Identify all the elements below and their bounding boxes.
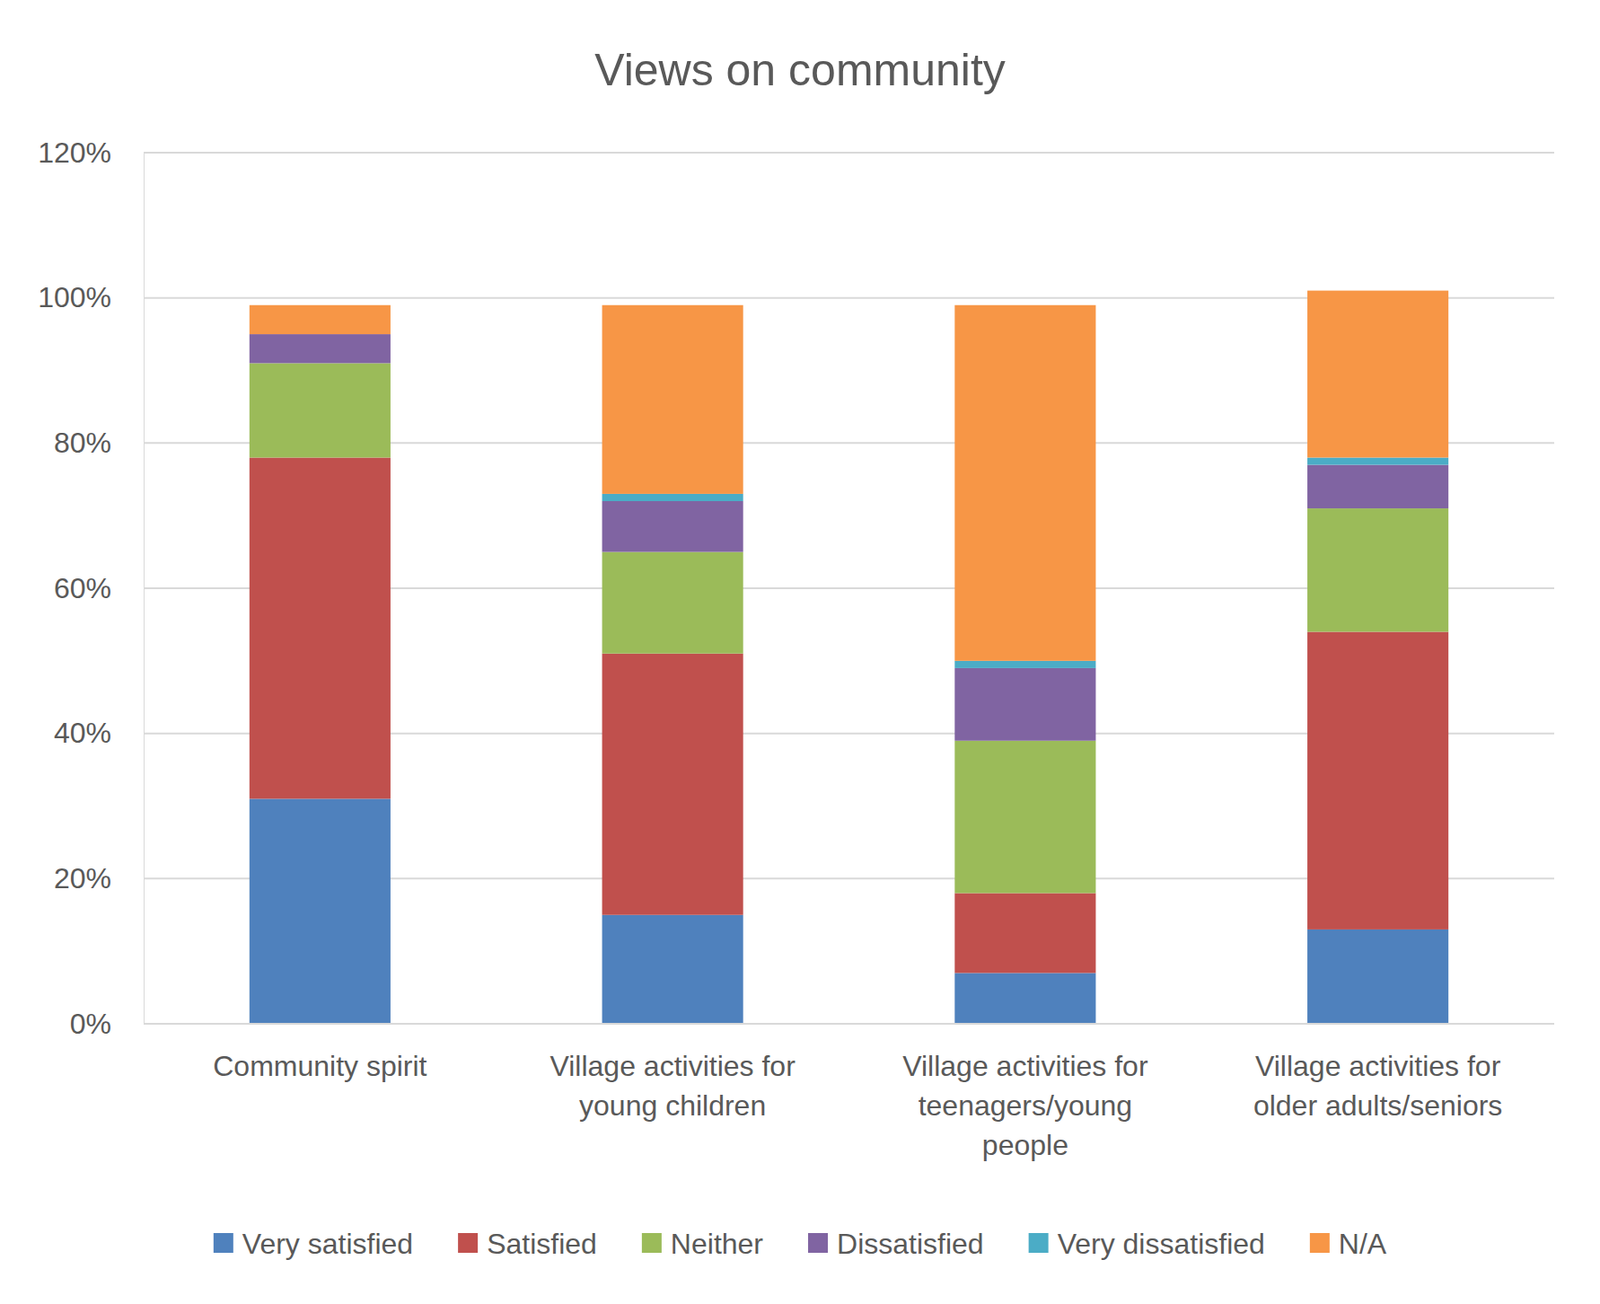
y-tick-label: 40% — [53, 716, 112, 749]
y-tick: 60% — [53, 571, 144, 605]
label-line: Village activities for — [1255, 1049, 1502, 1082]
bar-segment — [954, 305, 1096, 661]
y-tick-label: 100% — [37, 281, 112, 314]
legend-swatch — [1309, 1232, 1330, 1253]
bar-segment — [602, 493, 744, 502]
legend-item: Dissatisfied — [808, 1227, 985, 1260]
bar-segment — [249, 334, 391, 363]
x-tick-label: Village activities for older adults/senio… — [1253, 1049, 1503, 1122]
y-tick-label: 80% — [53, 426, 112, 459]
grid-line — [143, 1022, 1555, 1025]
label-line: older adults/seniors — [1253, 1089, 1503, 1122]
y-tick-label: 0% — [70, 1007, 112, 1040]
legend-swatch — [641, 1232, 662, 1253]
x-tick-label: Village activities for young children — [549, 1049, 796, 1122]
y-tick: 120% — [37, 136, 144, 169]
y-tick: 20% — [53, 861, 144, 895]
legend-swatch — [1028, 1232, 1049, 1253]
y-tick-label: 120% — [37, 136, 112, 169]
y-tick: 80% — [53, 426, 144, 459]
series — [249, 798, 1449, 1024]
series — [249, 457, 1449, 974]
bar-segment — [1307, 457, 1449, 466]
legend-label: N/A — [1338, 1227, 1388, 1260]
legend-item: N/A — [1309, 1227, 1388, 1260]
bar-segment — [954, 660, 1096, 669]
legend-item: Very dissatisfied — [1028, 1227, 1266, 1260]
bar-segment — [249, 362, 391, 458]
x-axis-line — [143, 1022, 1555, 1025]
label-line: teenagers/young — [918, 1089, 1133, 1122]
bar-segment — [602, 552, 744, 654]
legend-item: Satisfied — [457, 1227, 598, 1260]
bar-segment — [249, 798, 391, 1024]
bar-segment — [249, 305, 391, 335]
bar-segment — [602, 305, 744, 494]
y-axis: 0% 20% 40% 60% 80% 100% 120% — [37, 136, 144, 1040]
bar-segment — [249, 457, 391, 800]
bar-segment — [954, 668, 1096, 741]
bar-segment — [602, 501, 744, 553]
background — [0, 0, 1600, 1304]
plot: 0% 20% 40% 60% 80% 100% 120% Community spirit Vi… — [37, 136, 1555, 1161]
bars — [249, 290, 1449, 1024]
label-line: people — [982, 1128, 1069, 1161]
label-line: Village activities for — [902, 1049, 1149, 1082]
series — [249, 290, 1449, 661]
legend-label: Very satisfied — [242, 1227, 414, 1260]
legend-swatch — [808, 1232, 828, 1253]
legend-label: Dissatisfied — [836, 1227, 985, 1260]
x-tick-label: Community spirit — [212, 1049, 427, 1082]
series — [249, 362, 1449, 893]
label-line: young children — [579, 1089, 766, 1122]
bar-segment — [1307, 929, 1449, 1024]
y-tick-label: 60% — [53, 571, 112, 605]
legend-swatch — [457, 1232, 478, 1253]
y-tick: 0% — [70, 1007, 144, 1040]
legend-label: Neither — [670, 1227, 765, 1260]
bar-segment — [1307, 290, 1449, 458]
legend-item: Very satisfied — [213, 1227, 414, 1260]
bar-segment — [954, 972, 1096, 1024]
bar-segment — [1307, 632, 1449, 930]
legend-swatch — [213, 1232, 234, 1253]
y-tick-label: 20% — [53, 861, 112, 895]
label-line: Community spirit — [212, 1049, 427, 1082]
title: Views on community — [594, 44, 1006, 96]
series — [249, 334, 1449, 741]
bar-segment — [954, 893, 1096, 974]
legend: Very satisfied Satisfied Neither Dissatisfi… — [213, 1227, 1388, 1260]
bar-segment — [954, 740, 1096, 894]
bar-segment — [1307, 508, 1449, 632]
y-tick: 100% — [37, 281, 144, 314]
legend-label: Satisfied — [486, 1227, 598, 1260]
x-tick-label: Village activities for teenagers/young peo… — [902, 1049, 1149, 1161]
bar-segment — [602, 914, 744, 1024]
y-tick: 40% — [53, 716, 144, 749]
bar-segment — [602, 653, 744, 915]
grid-line — [143, 151, 1555, 154]
label-line: Village activities for — [549, 1049, 796, 1082]
legend-item: Neither — [641, 1227, 765, 1260]
legend-label: Very dissatisfied — [1057, 1227, 1266, 1260]
grid — [143, 152, 1555, 1024]
y-axis-line — [143, 153, 145, 1025]
bar-segment — [1307, 465, 1449, 510]
chart: 0% 20% 40% 60% 80% 100% 120% Community spirit Vi… — [0, 0, 1600, 1304]
